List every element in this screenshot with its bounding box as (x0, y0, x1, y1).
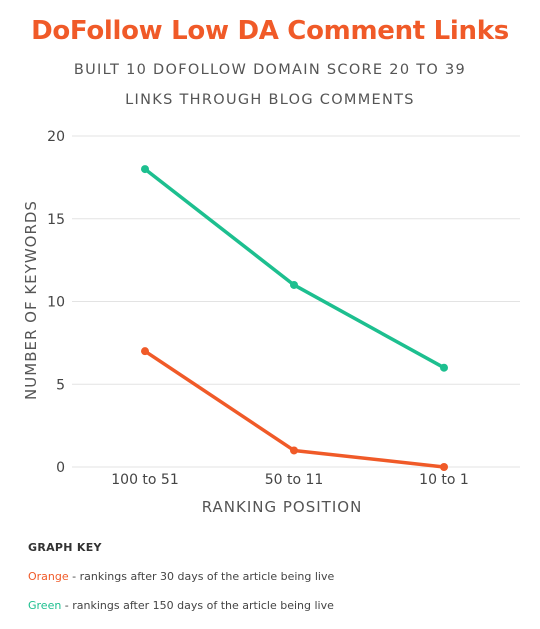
y-tick-labels: 0 5 10 15 20 (47, 129, 65, 476)
line-chart: 0 5 10 15 20 100 to 51 50 to 11 10 to 1 NUMBER… (22, 129, 520, 516)
graph-key-orange: Orange - rankings after 30 days of the a… (28, 570, 334, 583)
chart-subtitle-line-2: LINKS THROUGH BLOG COMMENTS (125, 92, 415, 108)
graph-key-title: GRAPH KEY (28, 541, 102, 554)
data-point-green (440, 363, 448, 372)
x-tick-label: 10 to 1 (419, 472, 469, 488)
graph-key-green: Green - rankings after 150 days of the a… (28, 599, 334, 612)
orange-label: Orange (28, 570, 69, 583)
x-axis-label: RANKING POSITION (202, 498, 363, 516)
y-tick-label: 10 (47, 295, 65, 311)
y-tick-label: 0 (56, 460, 65, 476)
x-tick-label: 100 to 51 (111, 472, 179, 488)
green-description: - rankings after 150 days of the article… (61, 599, 334, 612)
chart-subtitle-line-1: BUILT 10 DOFOLLOW DOMAIN SCORE 20 TO 39 (73, 62, 467, 78)
chart-title: DoFollow Low DA Comment Links (31, 16, 509, 46)
data-point-orange (141, 347, 149, 356)
series-line-green (143, 167, 446, 370)
x-tick-label: 50 to 11 (265, 472, 324, 488)
data-point-green (290, 280, 298, 289)
data-point-green (141, 165, 149, 174)
data-point-orange (440, 463, 448, 471)
green-label: Green (28, 599, 62, 612)
data-point-orange (290, 446, 298, 455)
x-tick-labels: 100 to 51 50 to 11 10 to 1 (111, 472, 469, 488)
orange-description: - rankings after 30 days of the article … (68, 570, 335, 583)
grid-lines (72, 135, 520, 468)
y-axis-label: NUMBER OF KEYWORDS (22, 200, 40, 400)
series-group (141, 165, 448, 471)
y-tick-label: 20 (47, 129, 65, 145)
y-tick-label: 5 (56, 377, 65, 393)
y-tick-label: 15 (47, 212, 65, 228)
